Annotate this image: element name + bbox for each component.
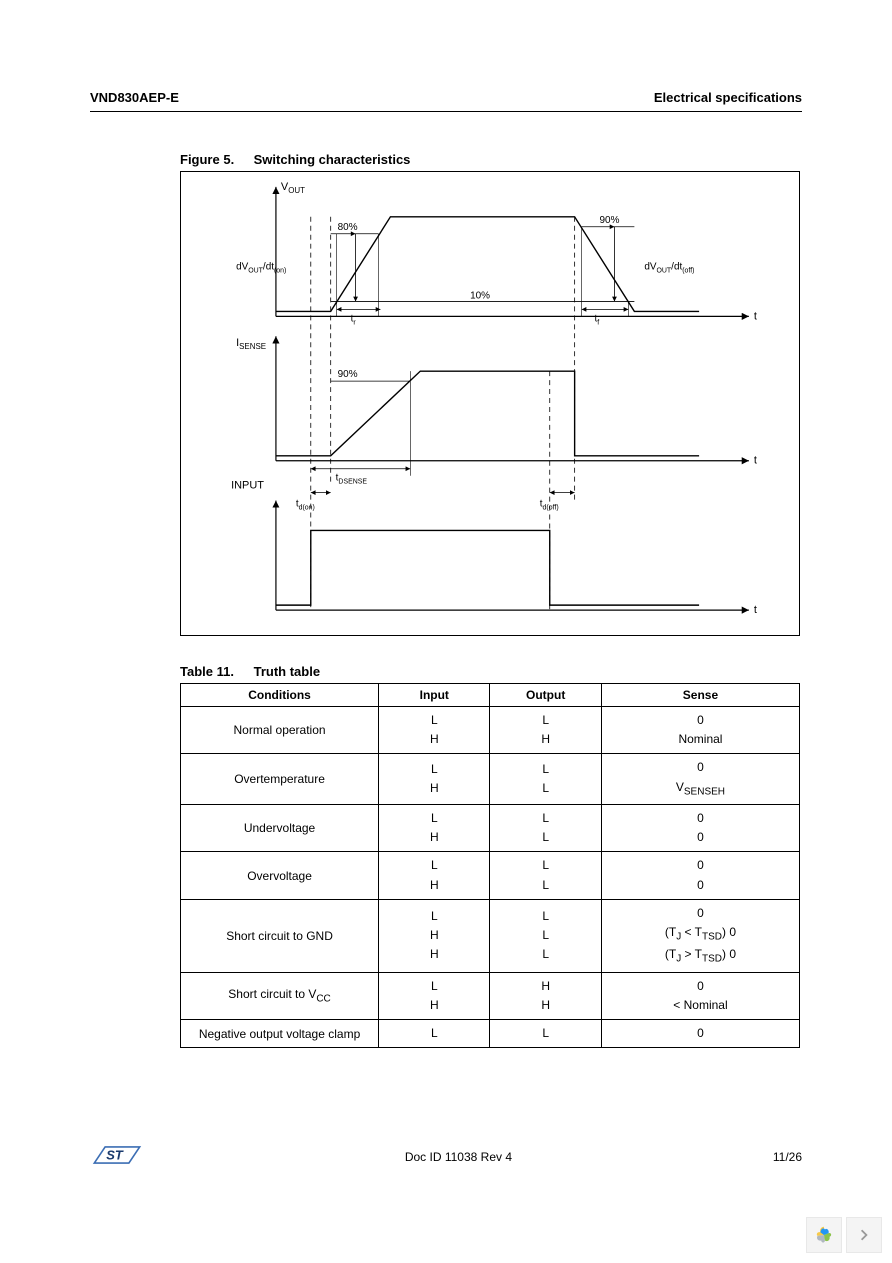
cell: 0(TJ < TTSD) 0(TJ > TTSD) 0 [601, 899, 799, 972]
cell: LLL [490, 899, 601, 972]
page-footer: ST Doc ID 11038 Rev 4 11/26 [90, 1140, 802, 1173]
tf-label: tf [595, 313, 600, 326]
pct80: 80% [338, 222, 358, 233]
cell: 0Nominal [601, 707, 799, 754]
table-row: OvervoltageLHLL00 [181, 852, 800, 899]
cell: LL [490, 754, 601, 805]
col-conditions: Conditions [181, 684, 379, 707]
cell: L [490, 1020, 601, 1048]
input-label: INPUT [231, 480, 264, 492]
table-number: Table 11. [180, 664, 250, 679]
cell: 00 [601, 804, 799, 851]
table-row: Short circuit to VCCLHHH0< Nominal [181, 972, 800, 1019]
tdoff-label: td(off) [540, 499, 559, 512]
pct90-isense: 90% [338, 369, 358, 380]
figure-caption: Figure 5. Switching characteristics [180, 152, 802, 167]
figure-number: Figure 5. [180, 152, 250, 167]
cell: 00 [601, 852, 799, 899]
st-logo: ST [90, 1140, 144, 1173]
cell-condition: Negative output voltage clamp [181, 1020, 379, 1048]
col-input: Input [379, 684, 490, 707]
pct90-fall: 90% [600, 215, 620, 226]
footer-docid: Doc ID 11038 Rev 4 [405, 1150, 512, 1164]
cell: LHH [379, 899, 490, 972]
cell: L [379, 1020, 490, 1048]
table-header-row: Conditions Input Output Sense [181, 684, 800, 707]
tdsense-label: tDSENSE [336, 473, 368, 486]
cell: LL [490, 852, 601, 899]
cell: HH [490, 972, 601, 1019]
table-row: OvertemperatureLHLL0VSENSEH [181, 754, 800, 805]
svg-text:ST: ST [106, 1147, 124, 1162]
cell: LH [379, 804, 490, 851]
pct10: 10% [470, 290, 490, 301]
chevron-right-icon [858, 1229, 870, 1241]
cell: LH [490, 707, 601, 754]
switching-characteristics-figure: VOUT t 80% 10% dVOUT/dt(on) tr 90% dVOUT… [180, 171, 800, 636]
cell: LL [490, 804, 601, 851]
t-axis-2: t [754, 455, 757, 467]
cell-condition: Normal operation [181, 707, 379, 754]
next-button[interactable] [846, 1217, 882, 1253]
header-section: Electrical specifications [654, 90, 802, 105]
table-row: Negative output voltage clampLL0 [181, 1020, 800, 1048]
cell-condition: Short circuit to GND [181, 899, 379, 972]
cell: LH [379, 852, 490, 899]
cell: 0< Nominal [601, 972, 799, 1019]
app-icon[interactable] [806, 1217, 842, 1253]
t-axis-3: t [754, 604, 757, 616]
cell: 0VSENSEH [601, 754, 799, 805]
page-header: VND830AEP-E Electrical specifications [90, 90, 802, 112]
dvoff-label: dVOUT/dt(off) [644, 262, 694, 275]
col-sense: Sense [601, 684, 799, 707]
footer-pagenum: 11/26 [773, 1150, 802, 1164]
col-output: Output [490, 684, 601, 707]
table-caption: Table 11. Truth table [180, 664, 802, 679]
cell-condition: Short circuit to VCC [181, 972, 379, 1019]
cell-condition: Undervoltage [181, 804, 379, 851]
cell: LH [379, 754, 490, 805]
isense-label: ISENSE [236, 337, 266, 351]
truth-table: Conditions Input Output Sense Normal ope… [180, 683, 800, 1048]
header-product: VND830AEP-E [90, 90, 179, 105]
cell-condition: Overtemperature [181, 754, 379, 805]
table-row: Short circuit to GNDLHHLLL0(TJ < TTSD) 0… [181, 899, 800, 972]
table-title: Truth table [254, 664, 320, 679]
bottom-widget [806, 1217, 882, 1253]
tr-label: tr [351, 313, 357, 326]
table-row: UndervoltageLHLL00 [181, 804, 800, 851]
t-axis-1: t [754, 310, 757, 322]
cell-condition: Overvoltage [181, 852, 379, 899]
dvon-label: dVOUT/dt(on) [236, 262, 286, 275]
cell: LH [379, 972, 490, 1019]
vout-label: VOUT [281, 181, 305, 195]
figure-title: Switching characteristics [254, 152, 411, 167]
cell: 0 [601, 1020, 799, 1048]
table-row: Normal operationLHLH0Nominal [181, 707, 800, 754]
tdon-label: td(on) [296, 499, 315, 512]
cell: LH [379, 707, 490, 754]
